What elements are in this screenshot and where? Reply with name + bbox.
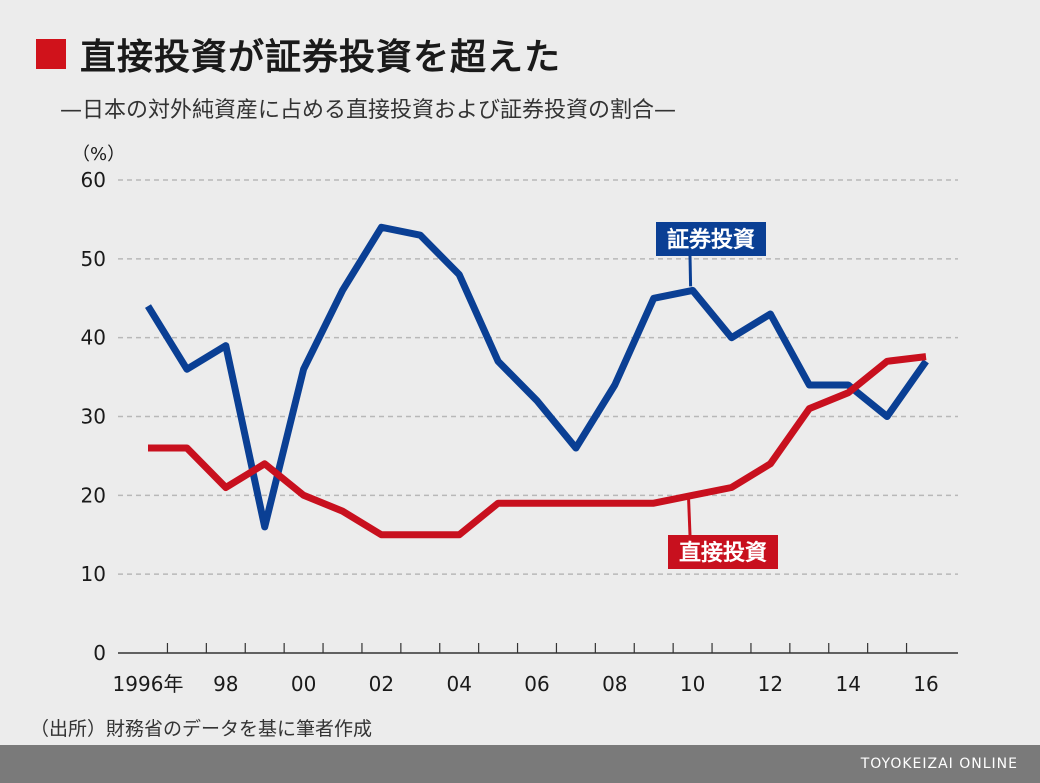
x-tick-label: 00 bbox=[291, 672, 316, 696]
securities-callout-line bbox=[688, 255, 693, 287]
x-tick-label: 1996年 bbox=[113, 672, 184, 696]
securities-label: 証券投資 bbox=[667, 227, 755, 253]
title-block: 直接投資が証券投資を超えた bbox=[36, 28, 561, 80]
direct-series-line bbox=[148, 353, 927, 539]
x-tick-label: 02 bbox=[369, 672, 394, 696]
securities-series-line bbox=[145, 223, 929, 531]
direct-callout-line bbox=[687, 499, 692, 536]
x-tick-label: 16 bbox=[913, 672, 938, 696]
footer-bar: TOYOKEIZAI ONLINE bbox=[0, 745, 1040, 783]
x-tick-label: 12 bbox=[758, 672, 783, 696]
direct-label-box bbox=[668, 535, 778, 569]
direct-label: 直接投資 bbox=[679, 540, 767, 566]
x-tick-label: 10 bbox=[680, 672, 705, 696]
y-tick-label: 20 bbox=[81, 483, 106, 507]
x-tick-label: 04 bbox=[446, 672, 471, 696]
y-tick-label: 30 bbox=[81, 405, 106, 429]
y-tick-label: 40 bbox=[81, 326, 106, 350]
y-tick-label: 60 bbox=[81, 168, 106, 192]
title-marker bbox=[36, 39, 66, 69]
y-tick-label: 50 bbox=[81, 247, 106, 271]
y-tick-label: 0 bbox=[93, 641, 106, 665]
y-tick-label: 10 bbox=[81, 562, 106, 586]
chart-subtitle: —日本の対外純資産に占める直接投資および証券投資の割合— bbox=[60, 98, 677, 123]
brand-label: TOYOKEIZAI ONLINE bbox=[860, 756, 1018, 772]
chart-title: 直接投資が証券投資を超えた bbox=[80, 37, 562, 78]
x-tick-label: 14 bbox=[835, 672, 860, 696]
source-note: （出所）財務省のデータを基に筆者作成 bbox=[30, 718, 373, 740]
x-tick-label: 06 bbox=[524, 672, 549, 696]
x-tick-label: 08 bbox=[602, 672, 627, 696]
x-tick-label: 98 bbox=[213, 672, 238, 696]
y-unit-label: （%） bbox=[72, 144, 125, 165]
securities-label-box bbox=[656, 222, 766, 256]
